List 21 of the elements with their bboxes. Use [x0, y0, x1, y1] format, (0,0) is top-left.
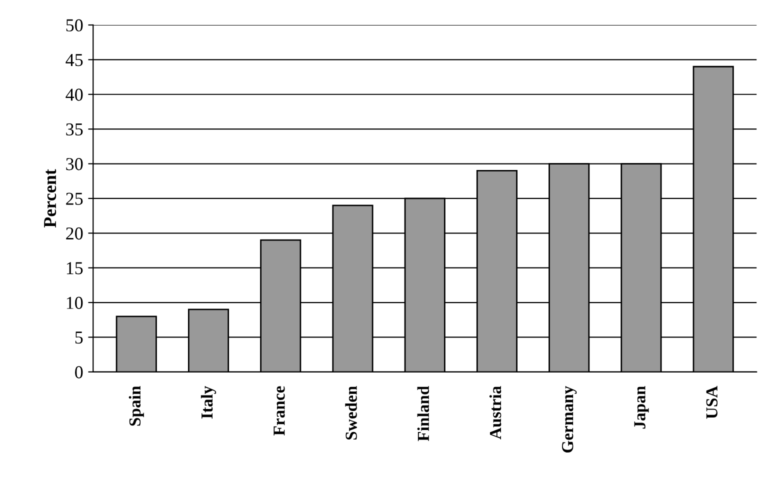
x-tick-label: Sweden — [345, 386, 357, 440]
x-tick-label: Spain — [128, 386, 144, 426]
y-tick-label: 50 — [66, 19, 83, 32]
x-tick-label: Italy — [200, 386, 216, 419]
y-tick-label: 15 — [66, 262, 83, 274]
x-tick-label: USA — [706, 386, 718, 419]
y-tick-label: 20 — [66, 227, 83, 240]
y-tick-label: 35 — [66, 123, 83, 136]
y-tick-label: 0 — [75, 366, 83, 378]
y-tick-label: 30 — [66, 158, 83, 170]
y-axis-title: Percent — [44, 169, 56, 228]
y-tick-label: 10 — [66, 296, 83, 309]
y-tick-label: 5 — [75, 332, 83, 344]
x-tick-label: Germany — [562, 386, 577, 453]
x-tick-label: Japan — [634, 386, 649, 429]
x-tick-label: France — [274, 386, 285, 436]
y-tick-label: 25 — [66, 192, 83, 205]
y-tick-label: 40 — [66, 88, 83, 101]
x-tick-label: Finland — [417, 386, 430, 442]
x-tick-label: Austria — [489, 386, 502, 440]
y-tick-label: 45 — [66, 54, 83, 66]
